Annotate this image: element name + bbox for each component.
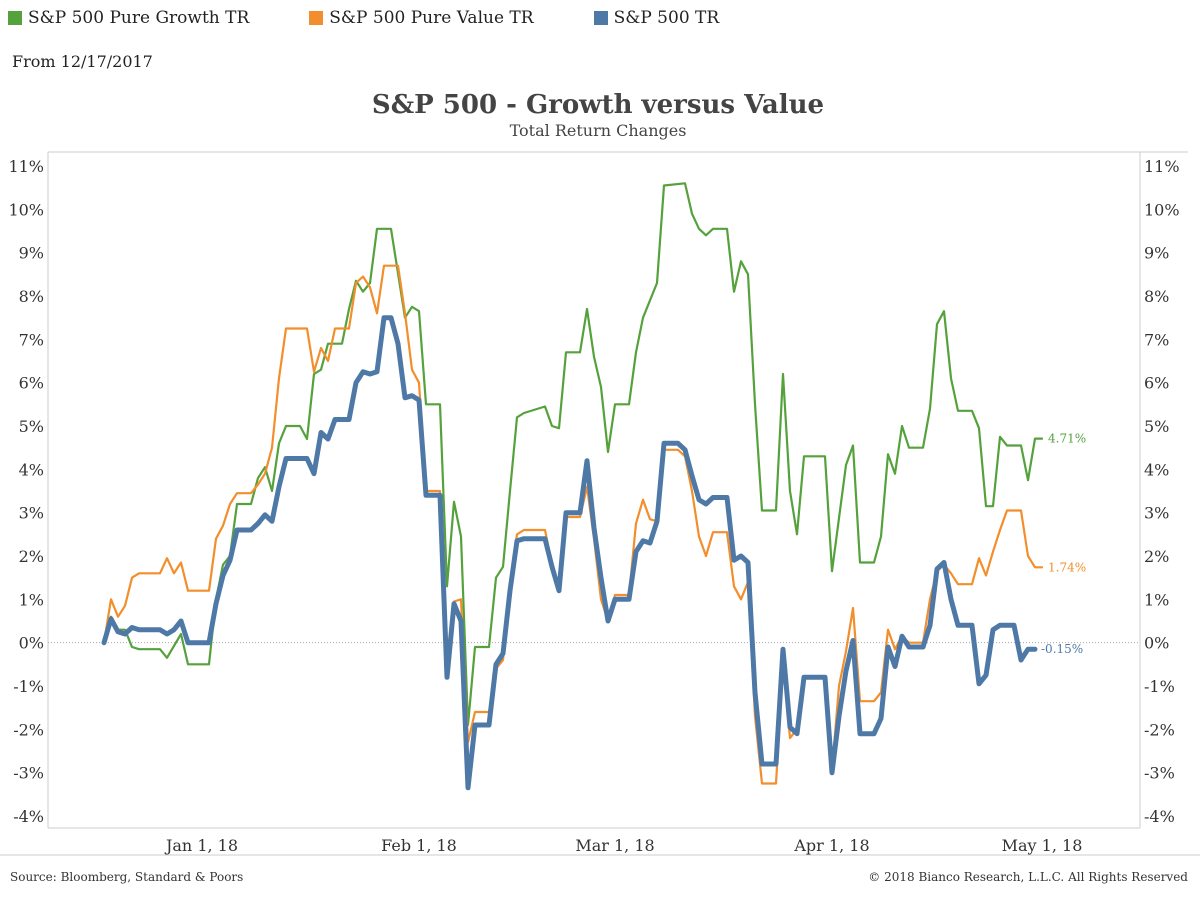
y-tick-label-left: -2% — [13, 720, 44, 739]
y-tick-label-left: 11% — [8, 157, 44, 176]
date-range-label: From 12/17/2017 — [12, 52, 153, 71]
y-tick-label-left: 1% — [19, 590, 44, 609]
y-axis-right: 11% 10% 9% 8% 7% 6% 5% 4% 3% 2% 1% 0% -1% -2% -3% -4% — [1144, 157, 1180, 826]
end-labels: 4.71% 1.74% -0.15% — [1041, 432, 1086, 657]
y-tick-label-left: 0% — [19, 634, 44, 653]
legend-label-growth: S&P 500 Pure Growth TR — [28, 8, 250, 28]
y-tick-label-right: 10% — [1144, 200, 1180, 219]
growth-end-label: 4.71% — [1048, 432, 1086, 446]
x-tick-label: Jan 1, 18 — [164, 836, 238, 855]
legend-label-sp500: S&P 500 TR — [613, 8, 720, 28]
y-tick-label-left: 7% — [19, 330, 44, 349]
y-tick-label-right: 4% — [1144, 460, 1169, 479]
y-tick-label-left: 10% — [8, 200, 44, 219]
x-tick-label: Apr 1, 18 — [793, 836, 869, 855]
value-end-label: 1.74% — [1048, 560, 1086, 574]
copyright-note: © 2018 Bianco Research, L.L.C. All Right… — [868, 870, 1188, 884]
legend-label-value: S&P 500 Pure Value TR — [329, 8, 534, 28]
x-axis: Jan 1, 18 Feb 1, 18 Mar 1, 18 Apr 1, 18 May … — [164, 836, 1082, 855]
y-tick-label-right: 1% — [1144, 590, 1169, 609]
y-tick-label-right: 6% — [1144, 374, 1169, 393]
source-note: Source: Bloomberg, Standard & Poors — [10, 870, 244, 884]
y-tick-label-right: 3% — [1144, 504, 1169, 523]
y-tick-label-left: 8% — [19, 287, 44, 306]
y-tick-label-right: -2% — [1144, 720, 1175, 739]
x-tick-label: Mar 1, 18 — [575, 836, 654, 855]
legend-swatch-growth — [8, 11, 22, 25]
y-tick-label-left: 5% — [19, 417, 44, 436]
y-tick-label-right: 5% — [1144, 417, 1169, 436]
y-tick-label-left: 6% — [19, 374, 44, 393]
plot-frame — [0, 151, 1200, 856]
legend-item-growth[interactable]: S&P 500 Pure Growth TR — [8, 8, 249, 28]
y-tick-label-right: 2% — [1144, 547, 1169, 566]
value-series-line — [102, 264, 1044, 785]
series-lines — [101, 182, 1044, 791]
sp500-end-label: -0.15% — [1041, 642, 1083, 656]
y-tick-label-right: 0% — [1144, 634, 1169, 653]
chart-title: S&P 500 - Growth versus Value — [371, 90, 825, 120]
chart-legend: S&P 500 Pure Growth TR S&P 500 Pure Valu… — [8, 8, 779, 28]
y-tick-label-left: -3% — [13, 764, 44, 783]
y-tick-label-left: -4% — [13, 807, 44, 826]
y-tick-label-right: 7% — [1144, 330, 1169, 349]
y-tick-label-right: -3% — [1144, 764, 1175, 783]
y-tick-label-left: -1% — [13, 677, 44, 696]
legend-swatch-sp500 — [593, 11, 608, 25]
y-tick-label-right: 11% — [1144, 157, 1180, 176]
legend-item-sp500[interactable]: S&P 500 TR — [593, 8, 720, 28]
y-tick-label-right: -1% — [1144, 677, 1175, 696]
y-tick-label-left: 4% — [19, 460, 44, 479]
y-axis-left: 11% 10% 9% 8% 7% 6% 5% 4% 3% 2% 1% 0% -1% -2% -3% -4% — [8, 157, 44, 826]
x-tick-label: May 1, 18 — [1002, 836, 1083, 855]
legend-item-value[interactable]: S&P 500 Pure Value TR — [309, 8, 534, 28]
sp500-series-line — [101, 315, 1038, 791]
legend-swatch-value — [309, 11, 324, 25]
y-tick-label-right: -4% — [1144, 807, 1175, 826]
y-tick-label-right: 9% — [1144, 244, 1169, 263]
y-tick-label-left: 3% — [19, 504, 44, 523]
chart-subtitle: Total Return Changes — [509, 121, 687, 140]
y-tick-label-right: 8% — [1144, 287, 1169, 306]
x-tick-label: Feb 1, 18 — [381, 836, 457, 855]
growth-series-line — [102, 182, 1044, 727]
y-tick-label-left: 9% — [19, 244, 44, 263]
y-tick-label-left: 2% — [19, 547, 44, 566]
